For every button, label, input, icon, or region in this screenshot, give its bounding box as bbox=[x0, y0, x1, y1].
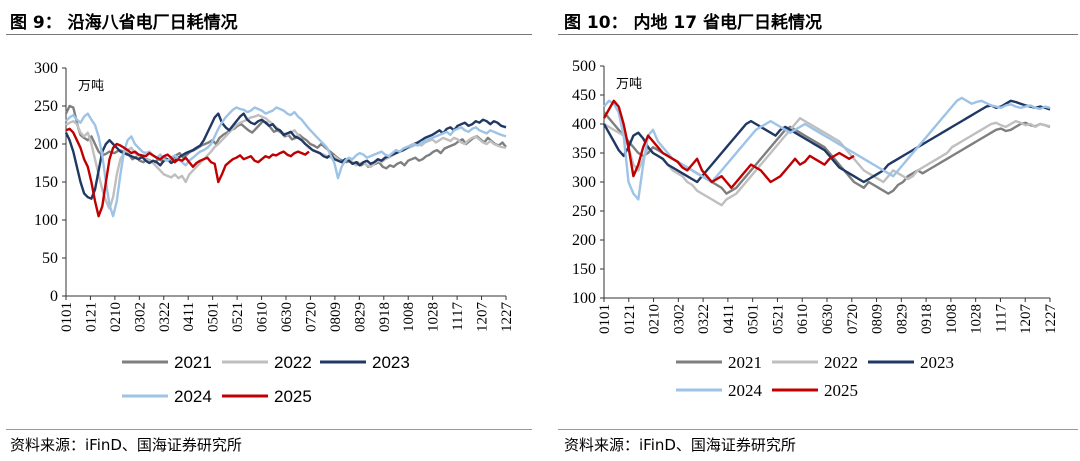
x-tick-label: 1028 bbox=[426, 302, 442, 332]
figure-title: 图 9： 沿海八省电厂日耗情况 bbox=[10, 13, 238, 33]
x-tick-label: 0322 bbox=[157, 302, 173, 332]
x-tick-label: 1207 bbox=[475, 302, 491, 333]
source-note: 资料来源：iFinD、国海证券研究所 bbox=[564, 436, 796, 454]
x-tick-label: 1117 bbox=[450, 302, 466, 331]
x-tick-label: 0630 bbox=[279, 302, 295, 332]
x-tick-label: 1008 bbox=[944, 304, 960, 334]
legend-label-2021: 2021 bbox=[174, 353, 212, 372]
x-tick-label: 0521 bbox=[770, 304, 786, 334]
series-line-2023 bbox=[64, 112, 507, 200]
source-note: 资料来源：iFinD、国海证券研究所 bbox=[10, 436, 242, 454]
x-tick-label: 0501 bbox=[746, 304, 762, 334]
x-tick-label: 0809 bbox=[328, 302, 344, 332]
x-tick-label: 1227 bbox=[1043, 304, 1059, 335]
y-tick-label: 400 bbox=[572, 116, 596, 133]
y-tick-label: 250 bbox=[34, 98, 58, 115]
y-tick-label: 250 bbox=[572, 203, 596, 220]
series-line-2022 bbox=[603, 116, 1051, 207]
y-tick-label: 450 bbox=[572, 87, 596, 104]
source-divider bbox=[558, 429, 1078, 430]
legend-label-2021: 2021 bbox=[728, 353, 762, 372]
x-tick-label: 1028 bbox=[969, 304, 985, 334]
legend-label-2024: 2024 bbox=[728, 381, 763, 400]
legend-label-2022: 2022 bbox=[274, 353, 312, 372]
x-tick-label: 0809 bbox=[870, 304, 886, 334]
x-tick-label: 0210 bbox=[647, 304, 663, 334]
x-tick-label: 0610 bbox=[255, 302, 271, 332]
y-tick-label: 100 bbox=[572, 290, 596, 307]
x-tick-label: 0918 bbox=[377, 302, 393, 332]
y-tick-label: 350 bbox=[572, 145, 596, 162]
x-tick-label: 0610 bbox=[795, 304, 811, 334]
x-tick-label: 0121 bbox=[83, 302, 99, 332]
y-tick-label: 0 bbox=[50, 288, 58, 305]
y-tick-label: 200 bbox=[34, 136, 58, 153]
y-tick-label: 500 bbox=[572, 58, 596, 75]
series-line-2025 bbox=[65, 127, 310, 218]
legend-label-2022: 2022 bbox=[824, 353, 858, 372]
title-divider bbox=[558, 34, 1078, 35]
x-tick-label: 0720 bbox=[845, 304, 861, 334]
series-line-2022 bbox=[65, 113, 507, 210]
legend-label-2024: 2024 bbox=[174, 387, 212, 406]
y-tick-label: 50 bbox=[42, 250, 58, 267]
y-tick-label: 150 bbox=[34, 174, 58, 191]
title-divider bbox=[6, 34, 532, 35]
series-line-2023 bbox=[602, 99, 1051, 184]
legend-label-2023: 2023 bbox=[372, 353, 410, 372]
y-tick-label: 300 bbox=[572, 174, 596, 191]
y-tick-label: 200 bbox=[572, 232, 596, 249]
x-tick-label: 1227 bbox=[499, 302, 515, 333]
x-tick-label: 0121 bbox=[622, 304, 638, 334]
x-tick-label: 0630 bbox=[820, 304, 836, 334]
x-tick-label: 1117 bbox=[993, 304, 1009, 333]
x-tick-label: 0302 bbox=[132, 302, 148, 332]
y-tick-label: 300 bbox=[34, 60, 58, 77]
legend-label-2025: 2025 bbox=[274, 387, 312, 406]
x-tick-label: 0302 bbox=[671, 304, 687, 334]
series-line-2024 bbox=[65, 106, 507, 218]
x-tick-label: 0720 bbox=[303, 302, 319, 332]
unit-label: 万吨 bbox=[78, 79, 104, 94]
x-tick-label: 0411 bbox=[181, 302, 197, 331]
x-tick-label: 0521 bbox=[230, 302, 246, 332]
x-tick-label: 0101 bbox=[597, 304, 613, 334]
figure-title: 图 10： 内地 17 省电厂日耗情况 bbox=[564, 13, 822, 33]
x-tick-label: 1008 bbox=[401, 302, 417, 332]
x-tick-label: 0210 bbox=[108, 302, 124, 332]
line-chart: 0 50 100 150 200 250 300 0101 0121 0210 0302 0322 04… bbox=[34, 60, 515, 406]
x-tick-label: 0829 bbox=[352, 302, 368, 332]
line-chart: 100 150 200 250 300 350 400 450 500 0101 0121 0210 0… bbox=[572, 58, 1059, 400]
y-tick-label: 100 bbox=[34, 212, 58, 229]
x-tick-label: 1207 bbox=[1018, 304, 1034, 335]
legend-label-2023: 2023 bbox=[920, 353, 954, 372]
unit-label: 万吨 bbox=[616, 77, 642, 92]
chart-panel-inland: 图 10： 内地 17 省电厂日耗情况 100 150 200 250 300 350 40… bbox=[540, 0, 1080, 461]
x-tick-label: 0829 bbox=[894, 304, 910, 334]
chart-panel-coastal: 图 9： 沿海八省电厂日耗情况 0 50 100 150 200 250 300 0101 01… bbox=[6, 13, 532, 454]
x-tick-label: 0411 bbox=[721, 304, 737, 333]
x-tick-label: 0918 bbox=[919, 304, 935, 334]
source-divider bbox=[6, 429, 532, 430]
legend-label-2025: 2025 bbox=[824, 381, 858, 400]
x-tick-label: 0101 bbox=[59, 302, 75, 332]
y-tick-label: 150 bbox=[572, 261, 596, 278]
x-tick-label: 0501 bbox=[206, 302, 222, 332]
x-tick-label: 0322 bbox=[696, 304, 712, 334]
series-line-2025 bbox=[602, 99, 855, 190]
